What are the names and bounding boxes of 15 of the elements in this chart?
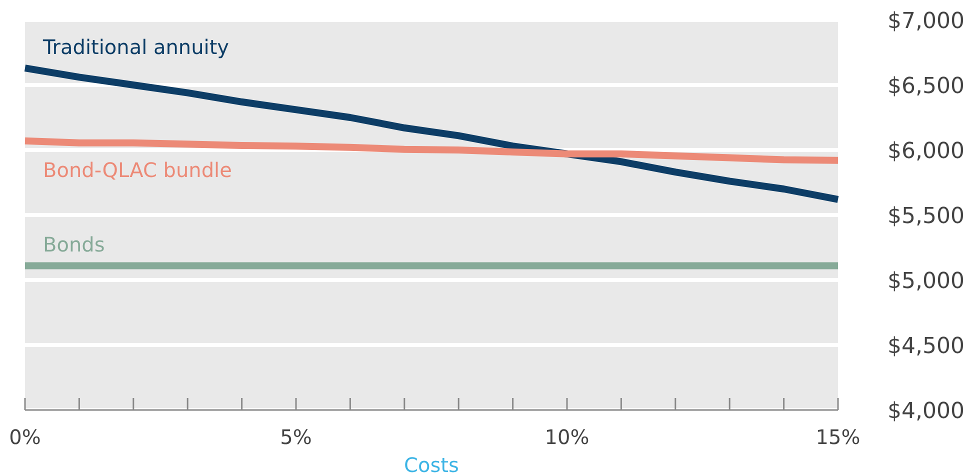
x-tick-label: 0%	[9, 425, 41, 449]
x-axis-title: Costs	[404, 453, 459, 476]
y-tick-label: $5,000	[888, 269, 964, 294]
y-tick-label: $7,000	[888, 9, 964, 34]
series-label: Bonds	[43, 232, 105, 257]
y-tick-label: $5,500	[888, 204, 964, 229]
y-tick-label: $6,000	[888, 139, 964, 164]
x-tick-label: 5%	[280, 425, 312, 449]
series-label: Bond-QLAC bundle	[43, 158, 232, 182]
x-tick-label: 15%	[816, 425, 860, 449]
x-tick-label: 10%	[544, 425, 590, 449]
series-label: Traditional annuity	[42, 35, 230, 60]
y-tick-label: $4,000	[888, 399, 964, 424]
y-tick-label: $4,500	[888, 334, 964, 359]
y-tick-label: $6,500	[888, 74, 964, 99]
